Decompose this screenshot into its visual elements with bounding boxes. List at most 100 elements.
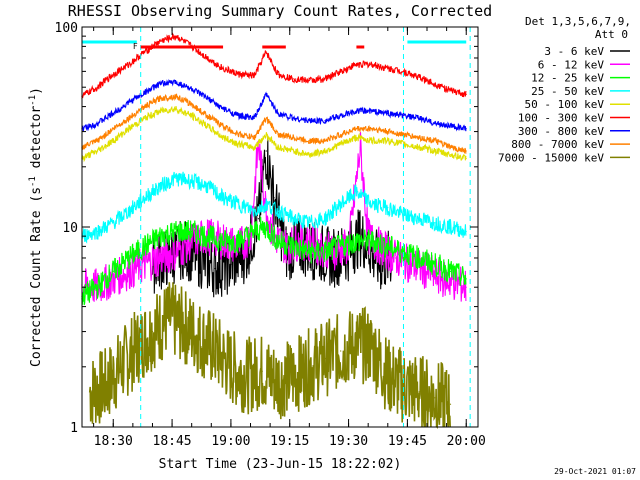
data-point xyxy=(112,278,114,280)
data-point xyxy=(265,150,267,152)
data-point xyxy=(97,122,99,124)
data-point xyxy=(293,375,295,377)
series-line-4 xyxy=(81,171,467,244)
data-point xyxy=(167,317,169,319)
data-point xyxy=(151,331,154,333)
data-point xyxy=(265,226,267,228)
data-point xyxy=(246,375,248,377)
data-point xyxy=(175,35,177,37)
series-line-3 xyxy=(81,216,467,306)
data-point xyxy=(175,108,177,110)
data-point xyxy=(355,110,357,112)
flag-letter: F xyxy=(133,42,138,51)
data-point xyxy=(253,75,255,77)
data-point xyxy=(465,230,467,233)
data-point xyxy=(387,140,389,142)
data-point xyxy=(175,95,177,97)
series-line-5 xyxy=(81,105,467,163)
data-point xyxy=(426,270,428,272)
data-point xyxy=(402,214,405,216)
data-point xyxy=(449,125,452,127)
data-point xyxy=(128,63,130,65)
data-point xyxy=(144,263,146,265)
series-line-9 xyxy=(88,282,451,430)
series-line-7 xyxy=(81,78,467,132)
data-point xyxy=(206,115,208,117)
data-point xyxy=(465,150,467,152)
series-line-6 xyxy=(81,32,467,99)
data-point xyxy=(340,350,342,352)
data-point xyxy=(308,154,310,156)
data-point xyxy=(449,226,452,228)
data-point xyxy=(355,240,357,242)
data-point xyxy=(265,51,267,53)
data-point xyxy=(97,150,99,152)
data-point xyxy=(434,150,436,152)
data-point xyxy=(434,222,436,224)
data-point xyxy=(144,117,146,119)
data-point xyxy=(175,177,177,179)
data-point xyxy=(293,218,295,220)
data-point xyxy=(191,103,193,105)
data-point xyxy=(293,117,295,119)
data-point xyxy=(308,79,310,82)
x-tick-label: 19:00 xyxy=(211,434,250,449)
data-point xyxy=(144,197,146,199)
data-point xyxy=(191,180,193,182)
y-tick-label: 100 xyxy=(55,21,78,36)
data-point xyxy=(97,286,99,288)
data-point xyxy=(308,140,310,142)
x-tick-label: 19:45 xyxy=(388,434,427,449)
data-point xyxy=(418,218,420,220)
data-point xyxy=(402,385,405,387)
chart-title: RHESSI Observing Summary Count Rates, Co… xyxy=(68,2,492,20)
data-point xyxy=(112,140,114,142)
legend-label-5: 50 - 100 keV xyxy=(525,98,605,111)
data-point xyxy=(277,112,279,114)
data-point xyxy=(449,403,452,405)
data-point xyxy=(387,131,389,133)
x-tick-label: 18:45 xyxy=(153,434,192,449)
legend-header-2: Att 0 xyxy=(595,28,628,41)
legend-label-6: 100 - 300 keV xyxy=(518,112,604,125)
data-point xyxy=(159,40,161,42)
data-point xyxy=(355,191,357,193)
data-point xyxy=(230,366,232,368)
data-point xyxy=(402,115,405,117)
data-point xyxy=(277,240,279,242)
data-point xyxy=(293,78,295,80)
data-point xyxy=(191,88,193,90)
data-point xyxy=(434,397,436,399)
data-point xyxy=(324,357,326,360)
data-point xyxy=(159,83,161,85)
data-point xyxy=(230,263,232,265)
data-point xyxy=(418,76,420,78)
data-point xyxy=(238,143,240,145)
series-line-8 xyxy=(81,93,467,155)
data-point xyxy=(238,133,240,136)
y-axis-label-mid: detector xyxy=(29,106,44,177)
data-point xyxy=(206,235,208,237)
data-point xyxy=(128,101,130,103)
data-point xyxy=(293,245,295,247)
data-point xyxy=(144,51,146,53)
plot-area: F xyxy=(81,27,471,430)
data-point xyxy=(136,346,138,348)
data-point xyxy=(253,210,255,212)
data-point xyxy=(371,346,373,348)
y-axis-label-main: Corrected Count Rate (s xyxy=(29,187,44,367)
data-point xyxy=(128,270,130,272)
data-point xyxy=(104,385,106,387)
data-point xyxy=(340,203,342,205)
data-point xyxy=(159,257,161,259)
data-point xyxy=(277,210,279,212)
data-point xyxy=(222,240,224,242)
data-point xyxy=(222,67,224,70)
data-point xyxy=(410,263,412,265)
data-point xyxy=(265,203,267,205)
data-point xyxy=(273,197,275,199)
data-point xyxy=(387,67,389,70)
y-axis-label-sup2: -1 xyxy=(28,95,38,106)
x-axis-label: Start Time (23-Jun-15 18:22:02) xyxy=(159,457,402,472)
data-point xyxy=(277,73,279,75)
